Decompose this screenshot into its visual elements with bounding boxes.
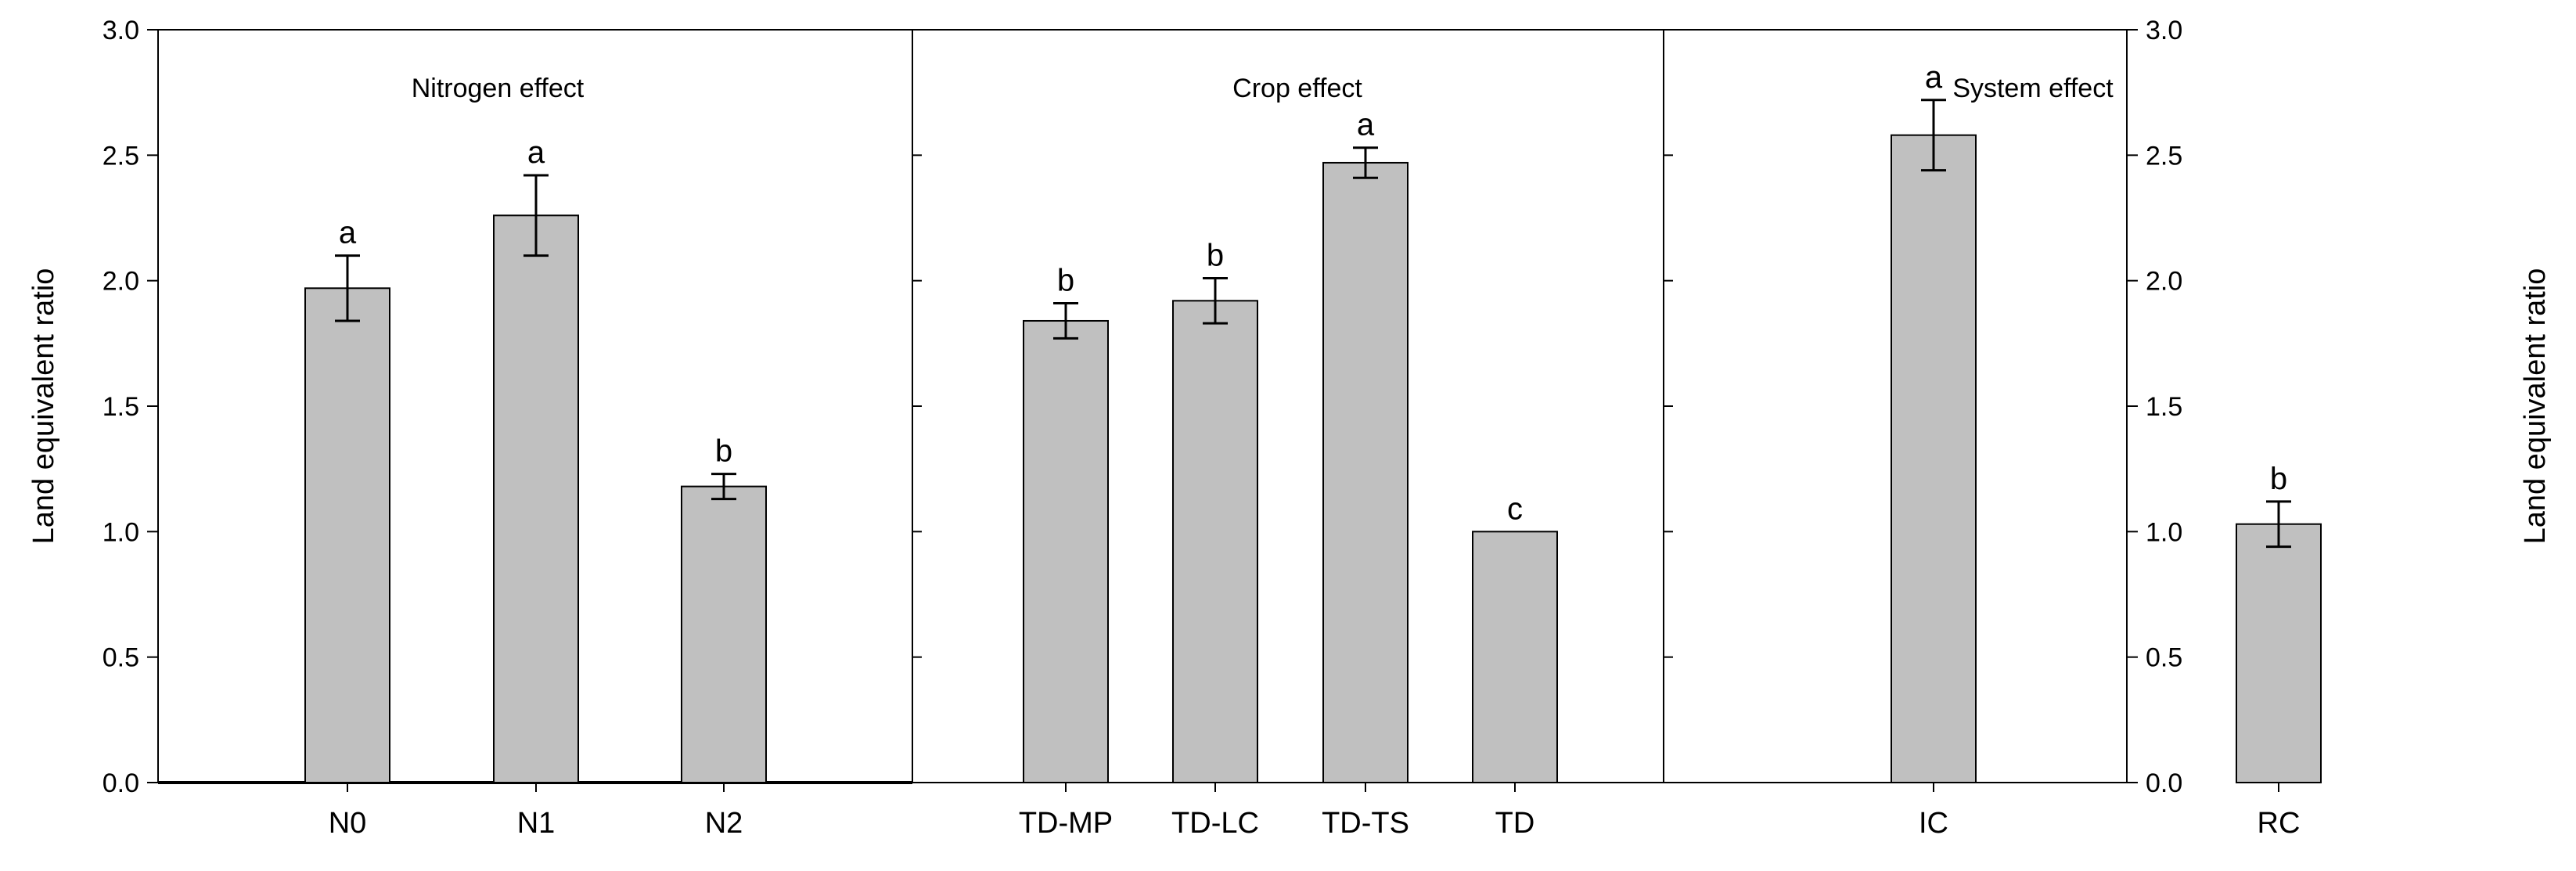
y-tick-label-right: 0.0 [2146, 768, 2182, 798]
y-axis-title-right: Land equivalent ratio [2519, 268, 2552, 545]
bar [1172, 300, 1258, 783]
x-tick-label: RC [2258, 807, 2301, 840]
significance-letter: b [1207, 238, 1224, 272]
y-tick-label-left: 2.5 [103, 141, 139, 171]
significance-letter: b [715, 434, 732, 469]
significance-letter: a [1357, 108, 1375, 142]
y-tick-label-right: 2.5 [2146, 141, 2182, 171]
significance-letter: b [2270, 462, 2287, 496]
y-tick-label-right: 3.0 [2146, 16, 2182, 45]
x-tick-label: TD-MP [1019, 807, 1113, 840]
x-tick-label: TD-TS [1322, 807, 1409, 840]
panel-title: Nitrogen effect [412, 74, 585, 103]
y-tick-label-left: 0.5 [103, 643, 139, 673]
y-tick-label-right: 1.0 [2146, 517, 2182, 547]
x-tick-label: N2 [705, 807, 743, 840]
y-tick-label-right: 2.0 [2146, 267, 2182, 297]
y-tick-label-right: 1.5 [2146, 392, 2182, 422]
significance-letter: b [1057, 264, 1074, 298]
significance-letter: c [1507, 491, 1523, 526]
y-tick-label-left: 1.5 [103, 392, 139, 422]
bar [493, 214, 579, 783]
x-tick-label: IC [1919, 807, 1948, 840]
y-tick-label-left: 0.0 [103, 768, 139, 798]
bar [1322, 161, 1409, 784]
bar [2236, 523, 2322, 783]
significance-letter: a [1925, 60, 1943, 95]
y-tick-label-left: 3.0 [103, 16, 139, 45]
panel-title: System effect [1952, 74, 2114, 103]
x-tick-label: TD [1495, 807, 1535, 840]
y-tick-label-left: 2.0 [103, 267, 139, 297]
bar [681, 485, 767, 783]
x-tick-label: TD-LC [1171, 807, 1259, 840]
significance-letter: a [339, 216, 357, 250]
bar [1891, 134, 1977, 783]
x-tick-label: N0 [329, 807, 367, 840]
y-tick-label-right: 0.5 [2146, 643, 2182, 673]
bar [1023, 319, 1109, 783]
bar [1472, 531, 1558, 783]
panel-title: Crop effect [1232, 74, 1362, 103]
y-tick-label-left: 1.0 [103, 517, 139, 547]
significance-letter: a [527, 135, 545, 170]
y-axis-title-left: Land equivalent ratio [27, 268, 60, 545]
bar [304, 287, 390, 783]
x-tick-label: N1 [517, 807, 556, 840]
